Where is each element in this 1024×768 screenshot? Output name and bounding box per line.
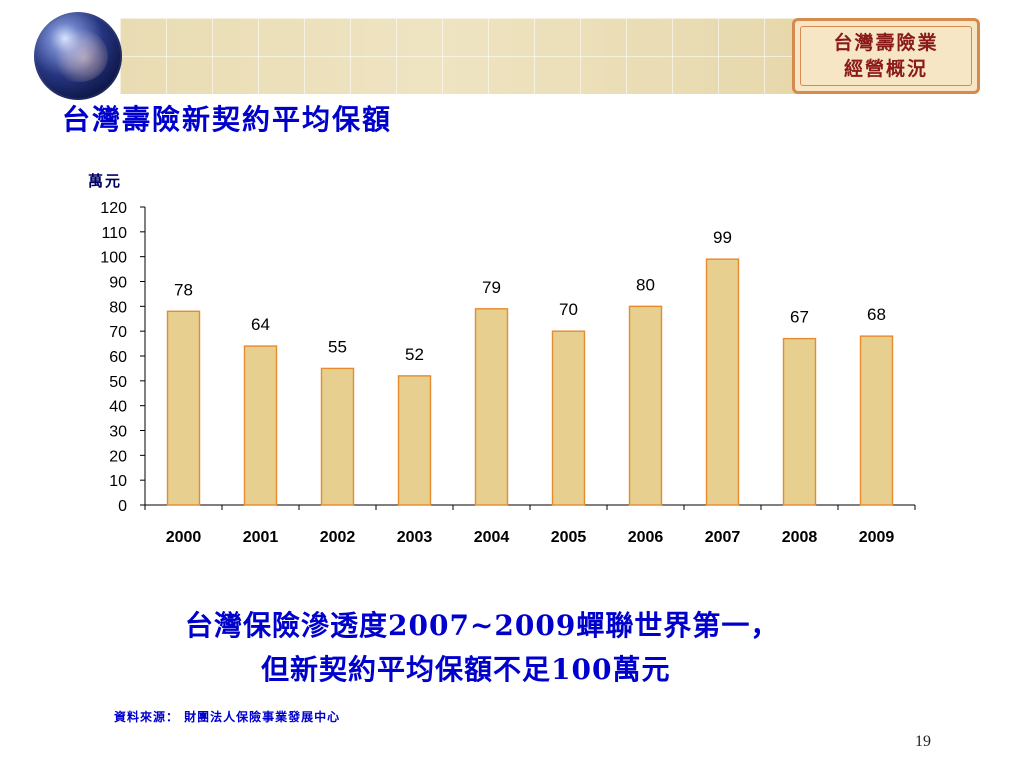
bar <box>628 305 663 506</box>
bar-value-label: 80 <box>636 275 655 294</box>
y-tick-label: 100 <box>100 250 127 267</box>
x-tick-label: 2002 <box>320 529 356 546</box>
bar <box>243 345 278 506</box>
bar-value-label: 78 <box>174 280 193 299</box>
y-tick-label: 90 <box>109 275 127 292</box>
header-banner: 台灣壽險業 經營概況 <box>0 0 1024 100</box>
y-tick-label: 110 <box>101 225 127 242</box>
x-tick-label: 2005 <box>551 529 587 546</box>
y-axis-unit-label: 萬元 <box>88 172 123 190</box>
section-badge-line-1: 台灣壽險業 <box>833 32 939 54</box>
bar <box>397 375 432 506</box>
x-tick-label: 2001 <box>243 529 279 546</box>
slide-title: 台灣壽險新契約平均保額 <box>62 103 393 136</box>
bar-value-label: 68 <box>867 305 886 324</box>
bar-value-label: 70 <box>559 300 578 319</box>
y-tick-label: 30 <box>109 424 127 441</box>
y-tick-label: 50 <box>109 374 127 391</box>
bar <box>782 337 817 506</box>
bar-value-label: 64 <box>251 315 270 334</box>
slide-note-line-1: 台灣保險滲透度2007~2009蟬聯世界第一， <box>185 609 780 642</box>
x-tick-label: 2007 <box>705 529 741 546</box>
y-tick-label: 40 <box>109 399 127 416</box>
globe-land-highlight <box>48 28 108 82</box>
bar-value-label: 79 <box>482 278 501 297</box>
y-tick-label: 80 <box>109 299 127 316</box>
y-tick-label: 60 <box>109 349 127 366</box>
bar-value-label: 55 <box>328 337 347 356</box>
y-tick-label: 10 <box>109 473 127 490</box>
slide-note-line-2: 但新契約平均保額不足100萬元 <box>261 653 671 686</box>
y-tick-label: 0 <box>118 498 127 515</box>
section-badge-line-2: 經營概況 <box>843 58 928 80</box>
x-tick-label: 2006 <box>628 529 664 546</box>
page-number: 19 <box>915 733 931 750</box>
slide-note: 台灣保險滲透度2007~2009蟬聯世界第一， 但新契約平均保額不足100萬元 <box>185 604 975 692</box>
bar-value-label: 67 <box>790 308 809 327</box>
bar <box>320 367 355 506</box>
section-badge-inner: 台灣壽險業 經營概況 <box>800 26 972 86</box>
bar <box>474 308 509 506</box>
x-tick-label: 2000 <box>166 529 202 546</box>
bar <box>859 335 894 506</box>
x-tick-label: 2004 <box>474 529 510 546</box>
bar-value-label: 99 <box>713 228 732 247</box>
bar <box>551 330 586 506</box>
x-tick-label: 2009 <box>859 529 895 546</box>
y-tick-label: 120 <box>100 200 127 217</box>
world-map-strip <box>120 18 820 94</box>
y-tick-label: 20 <box>109 448 127 465</box>
source-citation: 資料來源： 財團法人保險事業發展中心 <box>114 710 341 724</box>
section-badge: 台灣壽險業 經營概況 <box>792 18 980 94</box>
x-tick-label: 2003 <box>397 529 433 546</box>
y-tick-label: 70 <box>109 324 127 341</box>
x-tick-label: 2008 <box>782 529 818 546</box>
bar <box>705 258 740 506</box>
bar <box>166 310 201 506</box>
map-grid <box>120 18 820 94</box>
bar-value-label: 52 <box>405 345 424 364</box>
